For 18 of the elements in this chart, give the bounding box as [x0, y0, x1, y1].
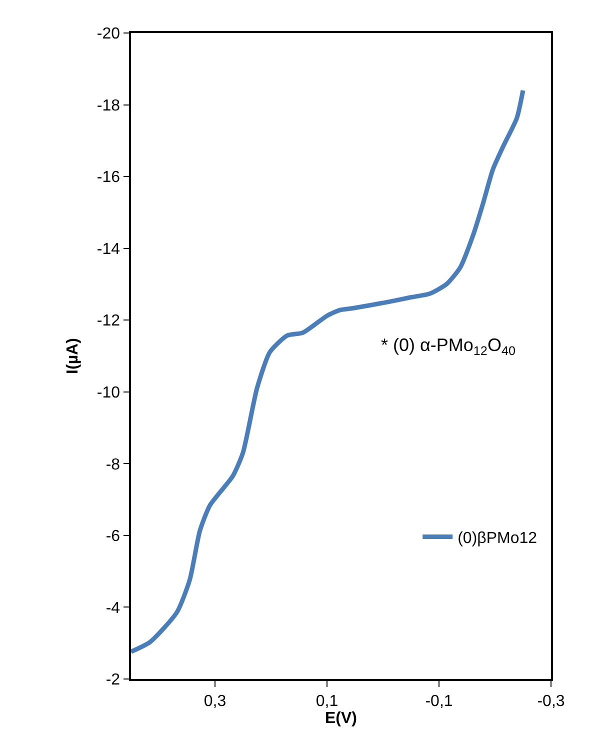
y-tick-label: -2 — [106, 672, 120, 689]
y-axis-title: I(µA) — [64, 338, 82, 374]
annotation: * (0) α-PMo$_{12}$O$_{40}$ — [381, 335, 516, 358]
y-tick-label: -4 — [106, 600, 120, 617]
x-tick-label: -0,3 — [537, 692, 565, 710]
y-tick-label: -16 — [96, 169, 120, 186]
x-axis-title: E(V) — [325, 710, 357, 727]
y-tick-label: -10 — [96, 384, 120, 402]
legend-label: (0)βPMo12 — [458, 530, 538, 548]
y-tick-label: -6 — [106, 528, 120, 546]
y-tick-label: -14 — [96, 240, 120, 258]
x-tick-label: -0,1 — [425, 692, 453, 710]
x-tick-label: 0,3 — [204, 692, 226, 710]
y-tick-label: -8 — [106, 456, 120, 474]
y-tick-label: -20 — [96, 26, 120, 43]
y-tick-label: -18 — [96, 97, 120, 114]
x-tick-label: 0,1 — [316, 692, 338, 710]
y-tick-label: -12 — [96, 312, 120, 330]
